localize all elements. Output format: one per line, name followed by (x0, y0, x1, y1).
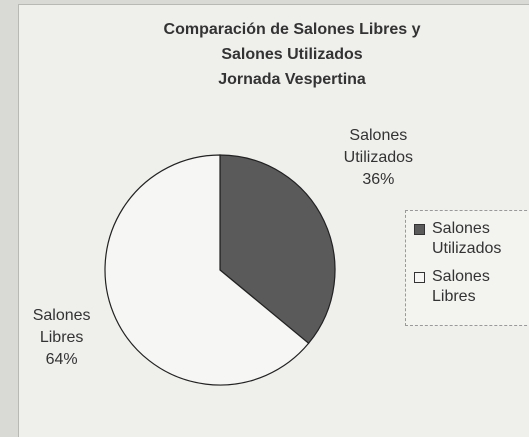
legend-swatch (414, 224, 425, 235)
legend: Salones Utilizados Salones Libres (405, 210, 529, 326)
pie-slice (219, 154, 336, 345)
data-label: Salones Libres 64% (12, 305, 112, 371)
legend-label: Salones Utilizados (432, 220, 502, 257)
data-label-category: Salones Utilizados (343, 127, 414, 167)
data-label: Salones Utilizados 36% (328, 125, 428, 191)
legend-label: Salones Libres (432, 268, 490, 305)
chart-title: Salones Utilizados (221, 46, 362, 63)
chart-title: Comparación de Salones Libres y (164, 21, 421, 38)
data-label-value: 36% (362, 171, 395, 189)
pie-slice (104, 154, 310, 386)
data-label-value: 64% (45, 350, 78, 368)
legend-swatch (414, 272, 425, 283)
legend-item: Salones Utilizados (414, 219, 528, 259)
chart-title: Jornada Vespertina (218, 71, 366, 88)
data-label-category: Salones Libres (32, 306, 91, 346)
legend-item: Salones Libres (414, 267, 528, 307)
